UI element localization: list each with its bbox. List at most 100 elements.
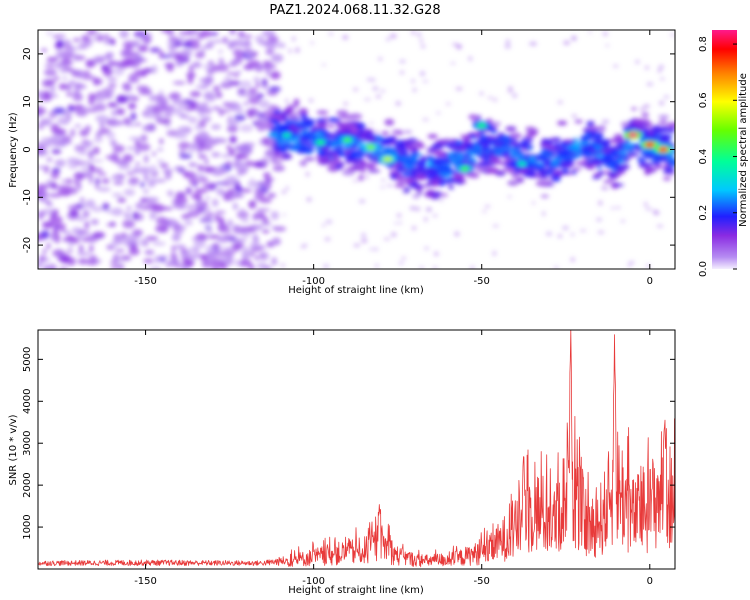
spectrogram-cell: [126, 205, 132, 211]
spectrogram-cell: [167, 45, 176, 51]
spectrogram-cell: [557, 120, 568, 126]
spectrogram-cell: [222, 36, 229, 44]
spectrogram-cell: [516, 177, 525, 183]
spectrogram-cell: [411, 30, 416, 35]
spectrogram-cell: [110, 139, 117, 147]
spectrogram-hotspot-core: [365, 144, 376, 150]
spectrogram-cell: [52, 35, 60, 39]
spectrogram-cell: [45, 79, 56, 86]
spectrogram-cell: [95, 177, 100, 186]
spectrogram-cell: [508, 182, 518, 186]
spectrogram-cell: [432, 175, 441, 181]
spectrogram-cell: [73, 38, 81, 42]
spectrogram-xtick-label: -50: [474, 276, 490, 287]
spectrogram-cell: [459, 177, 465, 184]
spectrogram-cell: [386, 184, 394, 187]
spectrogram-cell: [396, 213, 402, 218]
spectrogram-cell: [652, 210, 658, 214]
spectrogram-cell: [583, 147, 590, 153]
spectrogram-cell: [622, 143, 635, 147]
spectrogram-cell: [130, 112, 137, 121]
spectrogram-cell: [204, 225, 212, 230]
spectrogram-cell: [358, 160, 367, 166]
spectrogram-cell: [505, 126, 517, 132]
spectrogram-cell: [113, 180, 124, 185]
spectrogram-cell: [143, 154, 149, 164]
spectrogram-cell: [252, 212, 266, 220]
spectrogram-cell: [505, 39, 511, 45]
spectrogram-cell: [415, 173, 427, 181]
spectrogram-cell: [136, 58, 148, 63]
spectrogram-cell: [628, 149, 634, 154]
spectrogram-xtick-label: 0: [647, 276, 653, 287]
spectrogram-cell: [348, 129, 361, 134]
spectrogram-cell: [484, 205, 491, 208]
spectrogram-cell: [412, 88, 417, 92]
spectrogram-cell: [360, 238, 368, 244]
spectrogram-cell: [434, 251, 439, 256]
spectrogram-cell: [468, 114, 478, 120]
spectrogram-cell: [75, 69, 85, 79]
spectrogram-cell: [639, 136, 645, 143]
spectrogram-cell: [110, 265, 116, 269]
spectrogram-cell: [455, 148, 467, 152]
spectrogram-cell: [242, 246, 250, 254]
spectrogram-xlabel: Height of straight line (km): [288, 285, 424, 296]
spectrogram-cell: [143, 115, 157, 119]
spectrogram-cell: [273, 106, 282, 112]
spectrogram-cell: [592, 157, 604, 164]
spectrogram-cell: [404, 144, 418, 151]
spectrogram-cell: [341, 169, 355, 176]
spectrogram-cell: [387, 162, 394, 169]
spectrogram-cell: [93, 57, 105, 64]
spectrogram-cell: [128, 73, 139, 82]
spectrogram-cell: [101, 87, 115, 94]
spectrogram-cell: [454, 231, 460, 237]
spectrogram-cell: [325, 219, 333, 224]
spectrogram-cell: [455, 87, 463, 91]
spectrogram-cell: [174, 133, 188, 140]
spectrogram-cell: [489, 155, 500, 160]
spectrogram-cell: [181, 249, 188, 254]
spectrogram-cell: [622, 147, 631, 151]
spectrogram-cell: [143, 173, 149, 182]
spectrogram-cell: [74, 104, 83, 110]
spectrogram-cell: [211, 264, 220, 269]
spectrogram-cell: [200, 102, 209, 108]
spectrogram-cell: [111, 239, 119, 248]
spectrogram-cell: [570, 257, 575, 262]
spectrogram-cell: [226, 119, 240, 126]
spectrogram-cell: [507, 86, 513, 91]
spectrogram-cell: [227, 219, 234, 228]
spectrogram-cell: [345, 156, 358, 162]
spectrogram-cell: [115, 248, 125, 253]
spectrogram-cell: [123, 188, 136, 196]
spectrogram-cell: [88, 163, 95, 172]
spectrogram-cell: [338, 132, 346, 136]
spectrogram-cell: [448, 153, 455, 160]
spectrogram-cell: [264, 177, 275, 182]
spectrogram-cell: [509, 132, 522, 139]
spectrogram-cell: [398, 221, 402, 225]
spectrogram-cell: [308, 98, 314, 103]
spectrogram-cell: [532, 201, 536, 205]
spectrogram-cell: [140, 198, 150, 203]
spectrogram-cell: [159, 118, 172, 125]
spectrogram-cell: [361, 233, 367, 238]
spectrogram-cell: [195, 174, 206, 178]
spectrogram-cell: [512, 93, 518, 99]
spectrogram-cell: [252, 234, 259, 242]
spectrogram-cell: [410, 170, 418, 176]
spectrogram-cell: [373, 247, 379, 251]
spectrogram-cell: [140, 181, 145, 188]
spectrogram-cell: [508, 140, 520, 145]
spectrogram-cell: [609, 138, 620, 144]
spectrogram-cell: [128, 102, 137, 110]
spectrogram-cell: [98, 127, 111, 135]
colorbar: 0.0 0.2 0.4 0.6 0.8 Normalized spectral ampl…: [698, 30, 749, 277]
spectrogram-cell: [155, 216, 167, 225]
spectrogram-cell: [228, 79, 234, 83]
spectrogram-cell: [213, 85, 221, 93]
spectrogram-cell: [391, 173, 397, 180]
spectrogram-cell: [133, 30, 147, 38]
